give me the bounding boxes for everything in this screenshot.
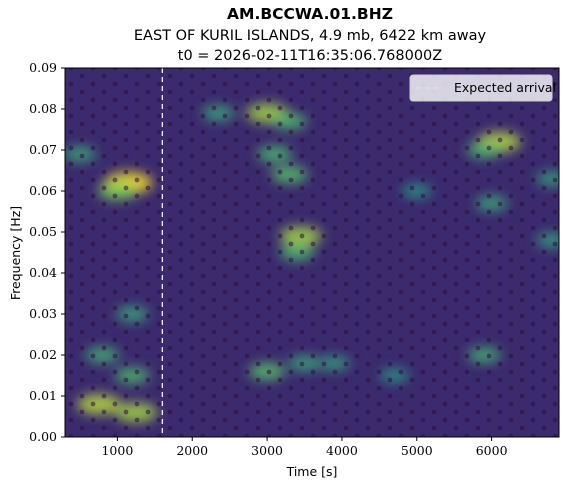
y-tick-label: 0.04 [29,265,57,280]
y-tick-label: 0.02 [29,347,57,362]
y-tick-label: 0.06 [29,183,57,198]
x-tick-label: 3000 [251,443,283,458]
legend-box [409,74,553,102]
plot-area [65,68,559,437]
plot-frame [64,67,560,438]
x-tick-label: 1000 [101,443,133,458]
chart-subtitle-t0: t0 = 2026-02-11T16:35:06.768000Z [178,48,442,64]
y-tick-label: 0.05 [29,224,57,239]
y-axis-label: Frequency [Hz] [8,206,23,300]
heatmap-speckle [65,68,559,437]
x-tick-label: 2000 [176,443,208,458]
chart-title: AM.BCCWA.01.BHZ [227,5,393,23]
chart-subtitle-event: EAST OF KURIL ISLANDS, 4.9 mb, 6422 km a… [134,28,487,44]
y-axis-ticks: 0.00 0.01 0.02 0.03 0.04 0.05 0.06 0.07 0.08 0.09 [29,60,65,444]
legend-label: Expected arrival [454,80,556,95]
y-tick-label: 0.09 [29,60,57,75]
y-tick-label: 0.00 [29,429,57,444]
legend: Expected arrival [409,74,556,102]
y-tick-label: 0.01 [29,388,57,403]
x-tick-label: 4000 [326,443,358,458]
y-tick-label: 0.07 [29,142,57,157]
y-tick-label: 0.08 [29,101,57,116]
x-tick-label: 6000 [476,443,508,458]
x-tick-label: 5000 [401,443,433,458]
x-axis-label: Time [s] [286,464,338,479]
x-axis-ticks: 1000 2000 3000 4000 5000 6000 [101,437,508,458]
y-tick-label: 0.03 [29,306,57,321]
